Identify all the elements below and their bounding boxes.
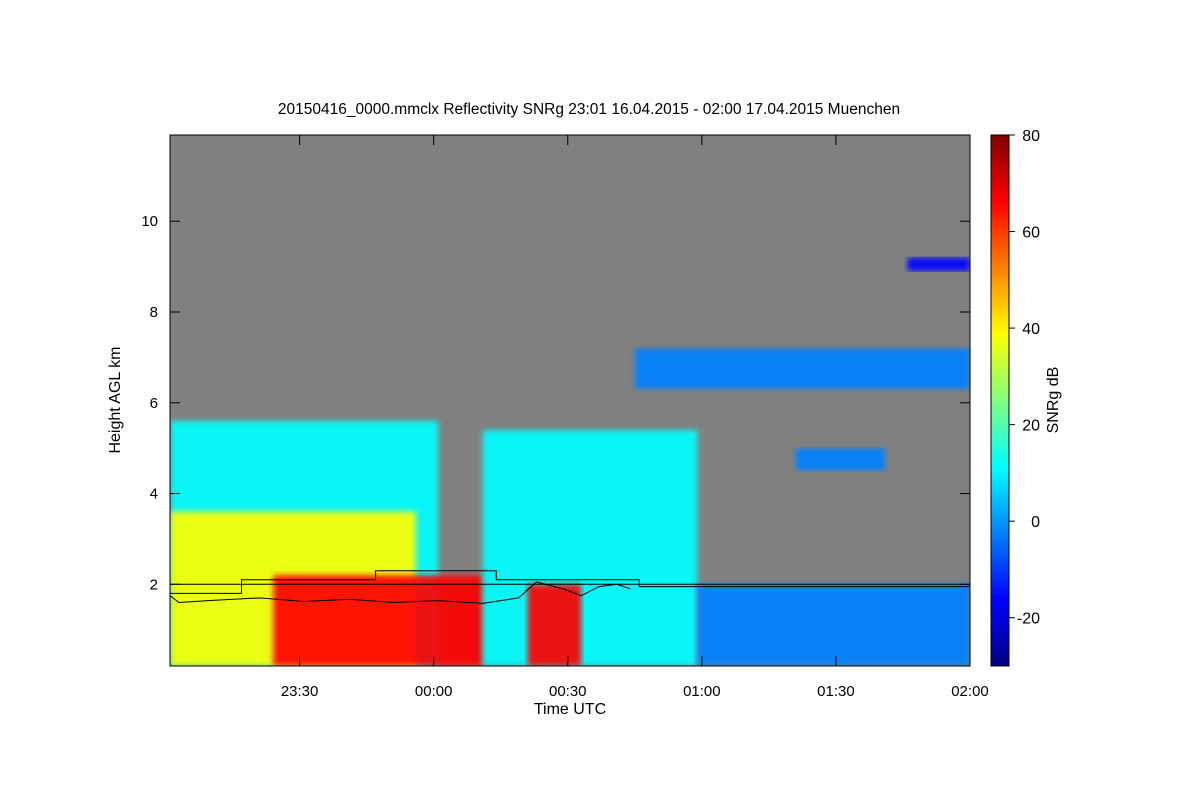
plot-area (169, 134, 971, 667)
x-axis: 23:30 00:00 00:30 01:00 01:30 02:00 (281, 135, 989, 700)
x-tick-label: 01:00 (683, 683, 721, 700)
upper-boundary-line (170, 570, 970, 594)
lower-boundary-line (170, 581, 631, 604)
colorbar-axis: -20 0 20 40 60 80 (1009, 128, 1040, 628)
y-tick-label: 6 (150, 395, 158, 412)
colorbar-tick-label: 0 (1031, 514, 1040, 531)
colorbar-ramp (990, 134, 1010, 667)
echo-region-upper-layer (634, 348, 970, 390)
echo-region-rain-band (527, 584, 582, 666)
x-tick-label: 23:30 (281, 683, 319, 700)
y-tick-label: 2 (150, 576, 158, 593)
x-tick-label: 01:30 (817, 683, 855, 700)
echo-layer (170, 257, 970, 666)
colorbar-label: SNRg dB (1045, 367, 1062, 434)
echo-region-mid-layer (795, 448, 886, 471)
colorbar-tick-label: 80 (1022, 128, 1040, 145)
y-tick-label: 10 (141, 213, 158, 230)
echo-region-low-clutter (697, 584, 970, 666)
colorbar-tick-label: 40 (1022, 321, 1040, 338)
colorbar: -20 0 20 40 60 80 SNRg dB (990, 128, 1062, 667)
x-tick-label: 00:30 (549, 683, 587, 700)
chart-title: 20150416_0000.mmclx Reflectivity SNRg 23… (278, 101, 900, 118)
colorbar-tick-label: -20 (1017, 611, 1040, 628)
echo-region-fall-streaks (482, 430, 698, 666)
y-axis-label: Height AGL km (107, 346, 124, 453)
colorbar-tick-label: 20 (1022, 418, 1040, 435)
y-axis: 2 4 6 8 10 (141, 213, 970, 593)
y-tick-label: 8 (150, 304, 158, 321)
y-tick-label: 4 (150, 486, 158, 503)
echo-region-high-patch (907, 257, 970, 272)
x-tick-label: 02:00 (951, 683, 989, 700)
colorbar-tick-label: 60 (1022, 225, 1040, 242)
echo-region-precipitation-core (273, 575, 483, 666)
x-tick-label: 00:00 (415, 683, 453, 700)
x-axis-label: Time UTC (534, 701, 606, 718)
overlay-lines (170, 570, 970, 604)
plot-frame (169, 134, 971, 667)
